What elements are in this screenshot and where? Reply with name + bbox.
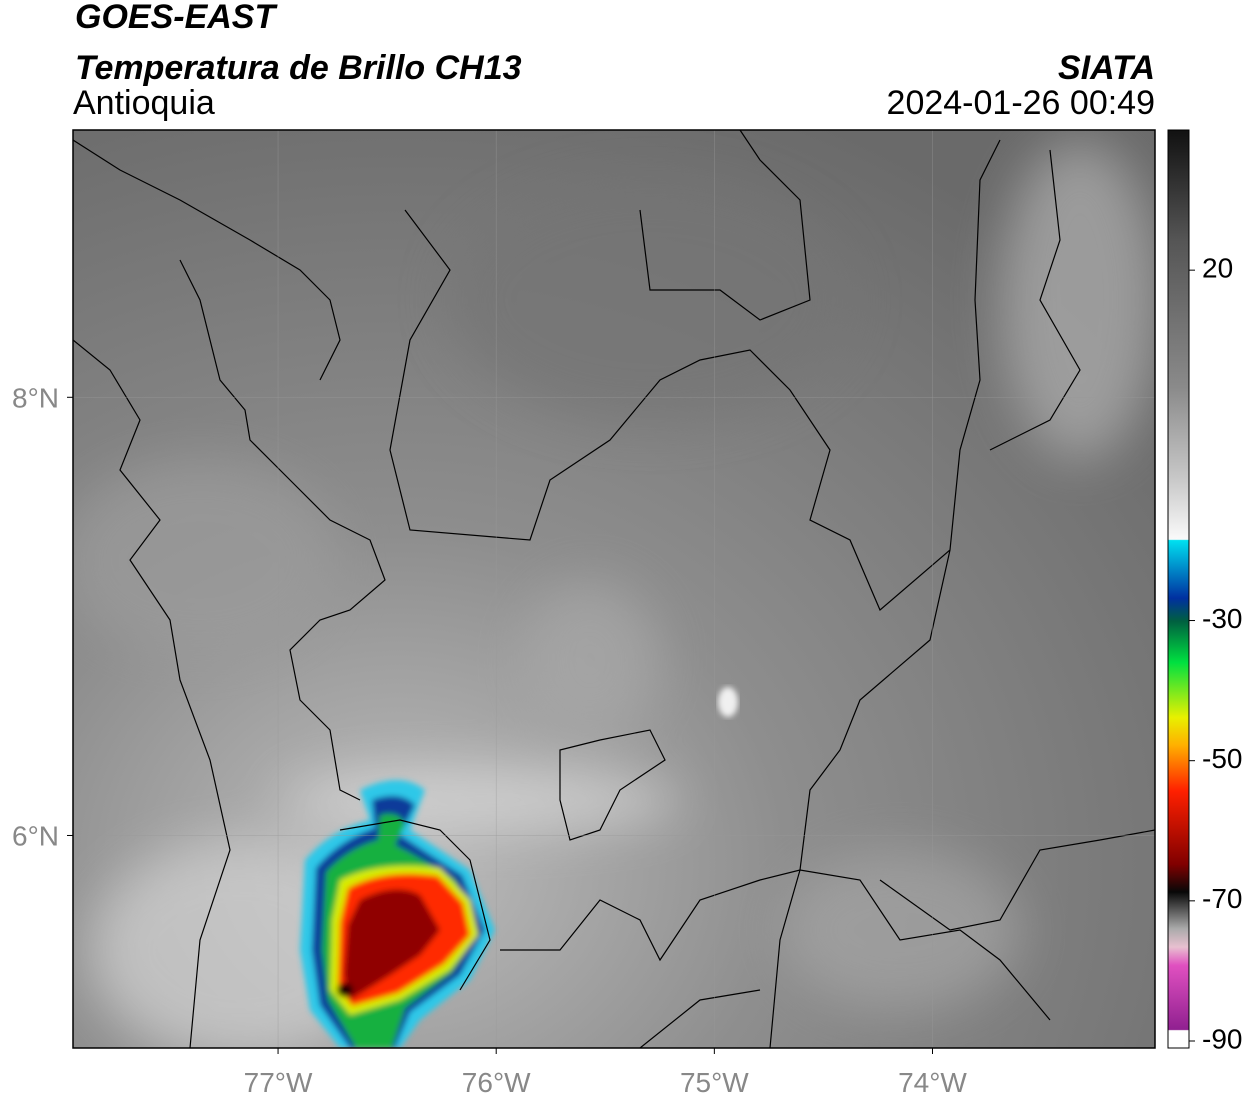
colorbar-label: -50 [1202,743,1242,774]
colorbar-label: 20 [1202,253,1233,284]
region: Antioquia [73,84,215,122]
lon-label: 74°W [898,1067,967,1098]
colorbar-label: -30 [1202,603,1242,634]
timestamp: 2024-01-26 00:49 [887,84,1155,122]
lat-label: 8°N [12,382,59,413]
lon-label: 75°W [680,1067,749,1098]
map-frame [72,129,1156,1049]
subtitle: Temperatura de Brillo CH13 [75,49,522,87]
grid [73,130,1155,1048]
title: GOES-EAST [75,0,278,36]
source: SIATA [1058,49,1155,87]
colorbar-label: -70 [1202,883,1242,914]
colorbar-label: -90 [1202,1023,1242,1054]
cold-cloud [300,780,495,1048]
lon-label: 76°W [462,1067,531,1098]
boundaries [73,130,1155,1048]
lon-label: 77°W [244,1067,313,1098]
map-image [73,130,1155,1048]
colorbar [1167,129,1190,1049]
lat-label: 6°N [12,820,59,851]
